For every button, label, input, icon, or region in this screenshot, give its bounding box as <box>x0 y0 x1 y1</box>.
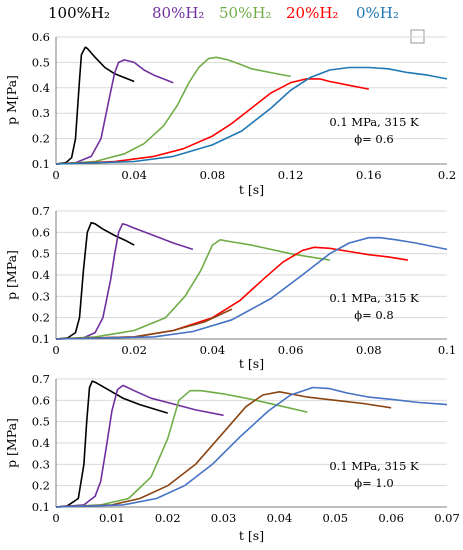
y-tick-label: 0.3 <box>32 106 50 120</box>
legend-item-0-h2: 0%H₂ <box>356 4 399 22</box>
x-tick-label: 0.1 <box>438 343 456 357</box>
x-tick-label: 0.2 <box>438 168 456 182</box>
y-axis-label: p M[Pa] <box>4 75 19 125</box>
y-tick-label: 0.5 <box>32 55 50 69</box>
series-line <box>55 236 448 340</box>
y-tick-label: 0.5 <box>32 415 50 429</box>
series-line <box>55 78 369 165</box>
series-line <box>55 239 330 340</box>
legend: 100%H₂ 80%H₂ 50%H₂ 20%H₂ 0%H₂ <box>0 0 463 28</box>
x-tick-label: 0 <box>52 168 59 182</box>
x-tick-label: 0.08 <box>356 343 382 357</box>
series-line <box>55 59 174 165</box>
y-tick-label: 0.3 <box>32 457 50 471</box>
x-tick-label: 0.04 <box>121 168 147 182</box>
y-axis-label: p [MPa] <box>4 418 19 468</box>
condition-annotation: 0.1 MPa, 315 K <box>329 115 419 129</box>
x-tick-label: 0.06 <box>378 511 404 525</box>
x-tick-label: 0.07 <box>434 511 460 525</box>
y-tick-label: 0.6 <box>32 393 50 407</box>
x-tick-label: 0.03 <box>211 511 237 525</box>
condition-annotation: ϕ= 0.6 <box>354 132 393 146</box>
y-tick-label: 0.7 <box>32 204 50 218</box>
legend-item-80-h2: 80%H₂ <box>152 4 205 22</box>
condition-annotation: 0.1 MPa, 315 K <box>329 459 419 473</box>
y-tick-label: 0.5 <box>32 247 50 261</box>
series-line <box>55 386 448 508</box>
series-line <box>55 308 233 340</box>
x-tick-label: 0.02 <box>155 511 181 525</box>
series-line <box>55 56 291 165</box>
y-tick-label: 0.4 <box>32 268 50 282</box>
chart-phi-1-0: 0.1 0.2 0.3 0.4 0.5 0.6 0.7 0 0.01 0.02 0.03 0.04 0.… <box>4 372 460 543</box>
x-axis-label: t [s] <box>239 356 264 371</box>
x-tick-label: 0.08 <box>200 168 226 182</box>
x-tick-label: 0.12 <box>278 168 304 182</box>
y-tick-label: 0.1 <box>32 332 50 346</box>
legend-item-50-h2: 50%H₂ <box>219 4 272 22</box>
y-axis-label: p [MPa] <box>4 250 19 300</box>
y-tick-label: 0.6 <box>32 225 50 239</box>
y-tick-label: 0.2 <box>32 479 50 493</box>
series-line <box>55 389 308 508</box>
series-line <box>55 380 168 508</box>
y-tick-label: 0.4 <box>32 81 50 95</box>
series-line <box>55 46 135 165</box>
y-tick-label: 0.4 <box>32 436 50 450</box>
y-tick-label: 0.2 <box>32 311 50 325</box>
y-tick-label: 0.6 <box>32 30 50 44</box>
x-tick-label: 0 <box>52 511 59 525</box>
y-tick-label: 0.2 <box>32 132 50 146</box>
y-tick-label: 0.3 <box>32 289 50 303</box>
y-tick-label: 0.1 <box>32 500 50 514</box>
x-tick-label: 0 <box>52 343 59 357</box>
condition-annotation: ϕ= 0.8 <box>354 308 393 322</box>
legend-item-100-h2: 100%H₂ <box>48 4 110 22</box>
x-tick-label: 0.04 <box>200 343 226 357</box>
legend-item-20-h2: 20%H₂ <box>286 4 339 22</box>
x-tick-label: 0.16 <box>356 168 382 182</box>
x-tick-label: 0.06 <box>278 343 304 357</box>
series-line <box>55 223 194 340</box>
y-tick-label: 0.7 <box>32 372 50 386</box>
x-tick-label: 0.05 <box>322 511 348 525</box>
series-line <box>55 384 224 508</box>
series-line <box>55 66 448 165</box>
series-line <box>55 221 135 340</box>
condition-annotation: 0.1 MPa, 315 K <box>329 291 419 305</box>
x-tick-label: 0.01 <box>99 511 125 525</box>
condition-annotation: ϕ= 1.0 <box>354 476 393 490</box>
x-tick-label: 0.02 <box>121 343 147 357</box>
y-tick-label: 0.1 <box>32 157 50 171</box>
x-axis-label: t [s] <box>239 182 264 197</box>
x-axis-label: t [s] <box>239 528 264 543</box>
chart-phi-0-6: 0.1 0.2 0.3 0.4 0.5 0.6 0 0.04 0.08 0.12 0.16 0.2 t … <box>4 30 456 197</box>
series-line <box>55 391 392 508</box>
chart-phi-0-8: 0.1 0.2 0.3 0.4 0.5 0.6 0.7 0 0.02 0.04 0.06 0.08 0.… <box>4 204 456 371</box>
x-tick-label: 0.04 <box>267 511 293 525</box>
